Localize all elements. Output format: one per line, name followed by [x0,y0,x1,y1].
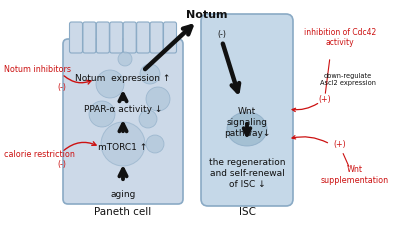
Text: PPAR-α activity ↓: PPAR-α activity ↓ [84,105,162,114]
Text: mTORC1 ↑: mTORC1 ↑ [98,143,148,152]
Text: Wnt
supplementation: Wnt supplementation [321,165,389,184]
FancyBboxPatch shape [201,15,293,206]
Circle shape [140,65,160,85]
FancyBboxPatch shape [123,23,136,54]
Text: down-regulate
Ascl2 expression: down-regulate Ascl2 expression [320,73,376,86]
FancyBboxPatch shape [150,23,163,54]
Circle shape [146,135,164,153]
Circle shape [146,88,170,112]
Text: (+): (+) [319,95,331,104]
Ellipse shape [227,112,267,146]
Text: ISC: ISC [238,206,256,216]
FancyBboxPatch shape [164,23,176,54]
FancyBboxPatch shape [83,23,96,54]
Circle shape [89,101,115,128]
Text: inhibition of Cdc42
activity: inhibition of Cdc42 activity [304,28,376,47]
FancyBboxPatch shape [137,23,150,54]
Text: (+): (+) [334,140,346,149]
Circle shape [96,71,124,98]
Text: (-): (-) [218,30,226,39]
Text: Notum inhibitors: Notum inhibitors [4,65,71,74]
FancyBboxPatch shape [63,40,183,204]
Text: Notum  expression ↑: Notum expression ↑ [75,74,171,83]
Text: (-): (-) [58,160,66,169]
Text: the regeneration
and self-renewal
of ISC ↓: the regeneration and self-renewal of ISC… [209,157,285,188]
Text: Wnt
signaling
pathway↓: Wnt signaling pathway↓ [224,106,270,138]
FancyBboxPatch shape [96,23,109,54]
FancyBboxPatch shape [110,23,123,54]
Text: Paneth cell: Paneth cell [94,206,152,216]
Circle shape [118,53,132,67]
Circle shape [101,123,145,166]
FancyBboxPatch shape [70,23,82,54]
Text: (-): (-) [58,83,66,92]
Circle shape [139,111,157,128]
Text: Notum: Notum [186,10,228,20]
Text: calorie restriction: calorie restriction [4,150,75,159]
Text: aging: aging [110,189,136,198]
